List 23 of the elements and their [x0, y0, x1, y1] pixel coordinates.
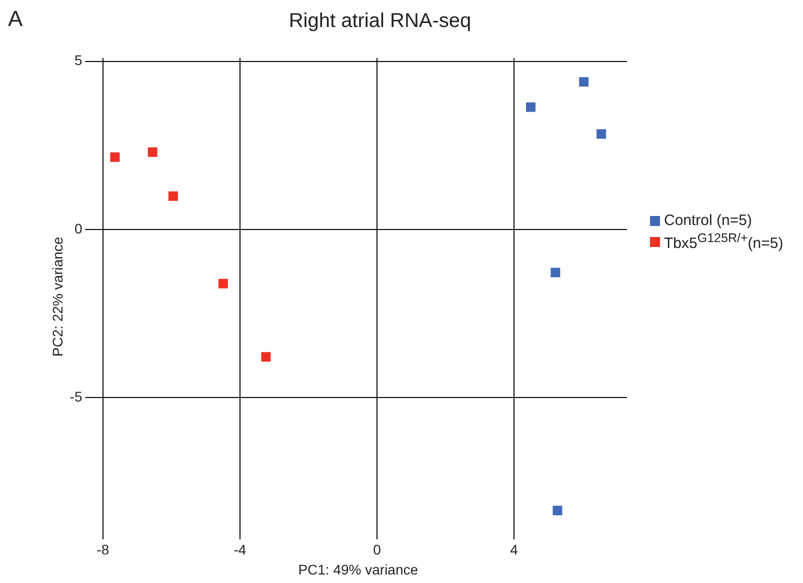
- y-tick-label: 0: [74, 220, 82, 236]
- x-tick-label: 4: [510, 542, 518, 558]
- point: [579, 77, 589, 87]
- point: [261, 352, 271, 362]
- y-tick-label: -5: [70, 388, 82, 404]
- legend-label: Tbx5$^{G125R/+}$(n=5): [664, 231, 784, 252]
- point: [552, 506, 562, 516]
- point: [218, 278, 228, 288]
- legend-label: Control (n=5): [664, 212, 752, 229]
- chart-title: Right atrial RNA-seq: [288, 10, 472, 32]
- x-tick-label: -4: [234, 542, 246, 558]
- point: [148, 147, 158, 157]
- x-tick-label: -8: [96, 542, 110, 558]
- point: [526, 102, 536, 112]
- x-tick-label: 0: [373, 542, 382, 558]
- point: [550, 268, 560, 278]
- x-axis-title: PC1: 49% variance: [298, 561, 418, 578]
- point: [110, 152, 120, 162]
- y-axis-title: PC2: 22% variance: [49, 236, 66, 357]
- point: [168, 191, 178, 201]
- point: [596, 129, 606, 139]
- text: A: [8, 6, 23, 32]
- y-tick-label: 5: [74, 52, 82, 68]
